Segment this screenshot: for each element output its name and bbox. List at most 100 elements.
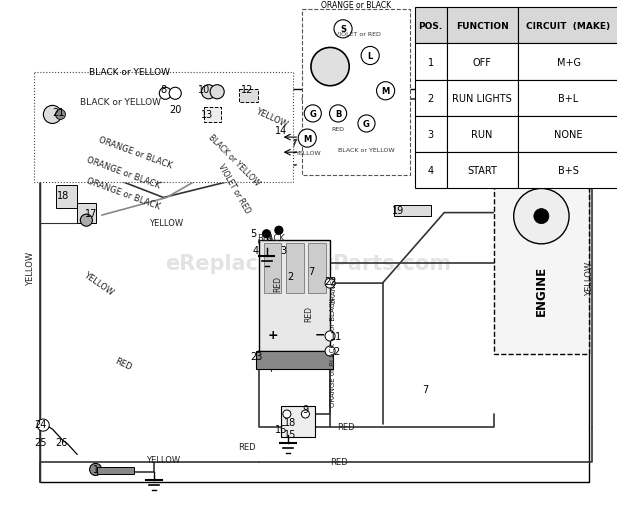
Text: 16: 16 — [275, 424, 287, 434]
Circle shape — [334, 21, 352, 39]
Text: FUNCTION: FUNCTION — [456, 22, 508, 31]
Bar — [394, 206, 431, 217]
Bar — [34, 73, 293, 183]
Circle shape — [43, 106, 61, 124]
Text: 26: 26 — [56, 437, 68, 447]
Text: 21: 21 — [53, 108, 65, 118]
Circle shape — [376, 82, 395, 100]
Text: YELLOW: YELLOW — [296, 150, 321, 156]
Bar — [259, 241, 330, 351]
Bar — [446, 8, 518, 44]
Bar — [446, 80, 518, 117]
Text: eReplacementParts.com: eReplacementParts.com — [166, 254, 451, 273]
Circle shape — [37, 419, 49, 431]
Bar — [415, 8, 446, 44]
Circle shape — [159, 88, 171, 100]
Text: S: S — [340, 25, 346, 34]
Bar — [518, 8, 619, 44]
Circle shape — [169, 88, 181, 100]
Circle shape — [534, 209, 549, 224]
Text: OFF: OFF — [472, 58, 492, 67]
Text: ORANGE or BLACK: ORANGE or BLACK — [321, 1, 391, 10]
Text: ORANGE or BLACK: ORANGE or BLACK — [98, 135, 174, 170]
Text: M: M — [381, 87, 390, 96]
Bar — [239, 90, 258, 103]
Text: YELLOW: YELLOW — [26, 251, 35, 285]
Circle shape — [361, 47, 379, 66]
Bar — [281, 407, 315, 437]
Circle shape — [514, 189, 569, 244]
Circle shape — [81, 215, 92, 227]
Text: G: G — [363, 120, 370, 129]
Bar — [518, 80, 619, 117]
Text: 6: 6 — [276, 226, 282, 236]
Text: 2: 2 — [428, 93, 434, 104]
Text: 1: 1 — [92, 465, 99, 475]
Text: YELLOW: YELLOW — [254, 107, 289, 129]
Bar — [415, 117, 446, 153]
Circle shape — [304, 106, 321, 123]
Text: BLACK or YELLOW: BLACK or YELLOW — [207, 133, 262, 188]
Bar — [309, 243, 326, 293]
Text: B+L: B+L — [559, 93, 578, 104]
Circle shape — [325, 331, 335, 341]
Text: +: + — [267, 328, 278, 341]
Text: or BLACK: or BLACK — [330, 298, 336, 330]
Bar — [415, 153, 446, 189]
Circle shape — [301, 410, 309, 418]
Text: RED: RED — [332, 126, 345, 131]
Text: YELLOW: YELLOW — [82, 270, 115, 297]
Bar — [56, 185, 77, 208]
Text: 1: 1 — [428, 58, 434, 67]
Text: M+G: M+G — [557, 58, 580, 67]
Text: BLACK or YELLOW: BLACK or YELLOW — [89, 68, 170, 77]
Text: B: B — [335, 110, 341, 119]
Text: BLACK or YELLOW: BLACK or YELLOW — [80, 98, 161, 107]
Text: ORANGE or BLACK: ORANGE or BLACK — [86, 176, 161, 211]
Bar — [415, 80, 446, 117]
Text: 7: 7 — [308, 266, 315, 276]
Bar — [415, 44, 446, 80]
Text: RUN: RUN — [471, 130, 493, 140]
Text: START: START — [467, 166, 497, 176]
Text: 3: 3 — [281, 246, 287, 256]
Text: RED: RED — [330, 458, 348, 467]
Circle shape — [298, 130, 316, 148]
Text: 8: 8 — [161, 85, 167, 95]
Text: RED: RED — [337, 422, 354, 431]
Bar — [518, 44, 619, 80]
Text: ORANGE: ORANGE — [330, 274, 336, 304]
Text: ORANGE or BLACK: ORANGE or BLACK — [330, 342, 336, 406]
Bar — [518, 153, 619, 189]
Bar — [77, 203, 95, 223]
Text: 5: 5 — [250, 228, 256, 238]
Bar — [446, 153, 518, 189]
Bar — [264, 243, 281, 293]
Text: VIOLET or RED: VIOLET or RED — [216, 162, 252, 214]
Bar — [303, 10, 410, 176]
Text: ENGINE: ENGINE — [535, 266, 548, 316]
Text: 12: 12 — [241, 85, 253, 95]
Text: 25: 25 — [34, 437, 46, 447]
Text: M: M — [303, 134, 311, 143]
Text: L: L — [368, 52, 373, 61]
Text: 19: 19 — [392, 206, 404, 216]
Text: 20: 20 — [170, 105, 182, 115]
Bar — [494, 143, 589, 354]
Circle shape — [210, 85, 224, 99]
Text: G: G — [309, 110, 316, 119]
Text: RED: RED — [238, 442, 255, 451]
Text: 23: 23 — [250, 351, 262, 362]
Text: 22: 22 — [324, 276, 336, 286]
Circle shape — [262, 230, 270, 238]
Circle shape — [358, 116, 375, 133]
Bar — [203, 108, 221, 123]
Text: POS.: POS. — [418, 22, 443, 31]
Bar — [446, 44, 518, 80]
Bar — [286, 243, 304, 293]
Text: RED: RED — [273, 276, 282, 291]
Bar — [518, 117, 619, 153]
Circle shape — [311, 48, 349, 86]
Circle shape — [325, 346, 335, 357]
Text: 4: 4 — [253, 246, 259, 256]
